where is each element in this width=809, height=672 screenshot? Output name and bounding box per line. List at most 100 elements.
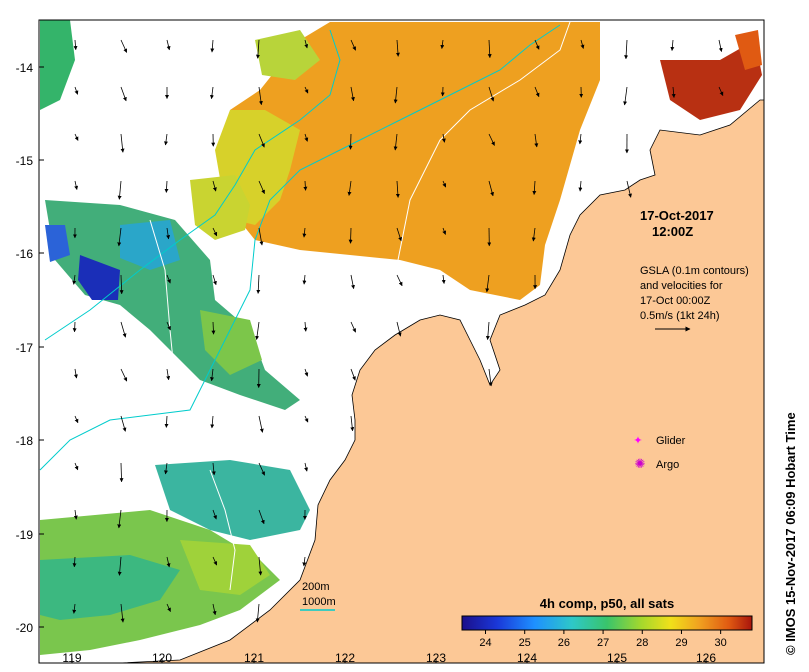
colorbar-tick-label: 26 xyxy=(558,637,570,649)
colorbar-tick-label: 24 xyxy=(479,637,491,649)
velocity-arrow xyxy=(670,39,675,51)
colorbar-ticks: 24 25 26 27 28 29 30 xyxy=(479,630,727,649)
velocity-arrow xyxy=(304,39,309,49)
velocity-arrow xyxy=(485,274,490,293)
bathymetry-legend: 200m 1000m xyxy=(300,581,336,611)
velocity-arrow xyxy=(72,321,77,333)
velocity-arrow xyxy=(72,556,77,568)
velocity-arrow xyxy=(211,321,216,335)
velocity-arrow xyxy=(718,86,724,96)
velocity-arrow xyxy=(350,321,356,333)
velocity-arrow xyxy=(488,133,495,146)
velocity-arrow xyxy=(396,274,403,287)
velocity-arrow xyxy=(532,180,537,195)
velocity-arrow xyxy=(258,462,265,476)
velocity-arrow xyxy=(258,180,265,194)
velocity-arrow xyxy=(117,556,122,576)
velocity-arrow xyxy=(531,227,536,242)
credit-text: © IMOS 15-Nov-2017 06:09 Hobart Time xyxy=(783,412,798,655)
velocity-arrow xyxy=(348,227,353,244)
velocity-arrow xyxy=(210,39,215,53)
velocity-arrow xyxy=(442,227,447,235)
velocity-arrow xyxy=(212,509,217,520)
platform-legend: ✦ Glider ✺ Argo xyxy=(633,435,685,471)
velocity-arrow xyxy=(166,368,171,381)
velocity-arrow xyxy=(440,39,445,49)
date-label: 17-Oct-2017 xyxy=(640,208,714,223)
velocity-arrow xyxy=(212,603,217,616)
y-axis: -14 -15 -16 -17 -18 -19 -20 xyxy=(16,61,34,635)
velocity-arrow xyxy=(166,321,171,331)
velocity-arrow xyxy=(166,227,171,240)
velocity-arrow xyxy=(258,556,263,576)
velocity-arrow xyxy=(393,86,398,104)
velocity-arrow xyxy=(578,180,583,192)
y-tick-label: -20 xyxy=(16,621,34,635)
velocity-arrow xyxy=(74,133,79,141)
velocity-arrow xyxy=(534,39,540,50)
velocity-arrow xyxy=(441,133,446,143)
velocity-arrow xyxy=(350,86,355,102)
y-tick-label: -15 xyxy=(16,154,34,168)
velocity-arrow xyxy=(120,133,125,153)
velocity-arrow xyxy=(395,180,400,198)
velocity-arrow xyxy=(255,321,260,340)
y-tick-label: -14 xyxy=(16,61,34,75)
velocity-arrow xyxy=(258,415,264,433)
velocity-arrows xyxy=(72,39,724,623)
velocity-arrow xyxy=(210,368,215,382)
velocity-arrow xyxy=(164,415,169,428)
velocity-arrow xyxy=(117,509,122,529)
gsla-caption: GSLA (0.1m contours) and velocities for … xyxy=(640,265,749,322)
velocity-arrow xyxy=(119,274,124,295)
velocity-arrow xyxy=(578,133,583,145)
velocity-arrow xyxy=(72,603,77,614)
velocity-arrow xyxy=(442,180,447,188)
y-tick-label: -18 xyxy=(16,434,34,448)
velocity-arrow xyxy=(534,86,540,98)
colorbar-tick-label: 25 xyxy=(519,637,531,649)
velocity-arrow xyxy=(302,556,307,567)
colorbar-tick-label: 29 xyxy=(675,637,687,649)
velocity-arrow xyxy=(120,603,125,623)
velocity-arrow xyxy=(302,227,307,238)
velocity-arrow xyxy=(164,180,169,193)
velocity-arrow xyxy=(211,462,216,476)
velocity-arrow xyxy=(166,603,171,612)
y-tick-label: -17 xyxy=(16,341,34,355)
velocity-arrow xyxy=(393,133,398,151)
bathy-1000-label: 1000m xyxy=(302,596,336,608)
velocity-arrow xyxy=(488,368,493,387)
velocity-arrow xyxy=(74,180,79,190)
velocity-arrow xyxy=(304,462,309,472)
gsla-line: and velocities for xyxy=(640,280,723,292)
velocity-arrow xyxy=(488,180,494,197)
y-tick-label: -16 xyxy=(16,247,34,261)
velocity-arrow xyxy=(255,39,260,59)
velocity-arrow xyxy=(212,227,218,237)
velocity-arrow xyxy=(396,321,402,337)
velocity-arrow xyxy=(120,321,127,338)
bathy-200-label: 200m xyxy=(302,581,330,593)
velocity-arrow xyxy=(120,368,128,382)
velocity-arrow xyxy=(303,321,308,332)
velocity-arrow xyxy=(487,39,492,59)
velocity-arrow xyxy=(718,39,723,52)
velocity-arrow xyxy=(119,462,124,483)
velocity-arrow xyxy=(348,133,353,150)
velocity-arrow xyxy=(212,556,218,566)
colorbar-gradient xyxy=(461,615,753,631)
velocity-arrow xyxy=(485,321,490,340)
velocity-arrow xyxy=(258,509,265,525)
velocity-arrow xyxy=(395,39,400,57)
velocity-arrow xyxy=(350,274,355,290)
velocity-arrow xyxy=(534,133,539,148)
velocity-arrow xyxy=(580,39,585,49)
velocity-arrow xyxy=(623,86,628,106)
velocity-arrow xyxy=(73,39,78,51)
time-label: 12:00Z xyxy=(652,224,693,239)
velocity-arrow xyxy=(73,509,78,520)
velocity-arrow xyxy=(441,274,446,284)
velocity-arrow xyxy=(72,274,77,285)
velocity-arrow xyxy=(304,368,309,377)
